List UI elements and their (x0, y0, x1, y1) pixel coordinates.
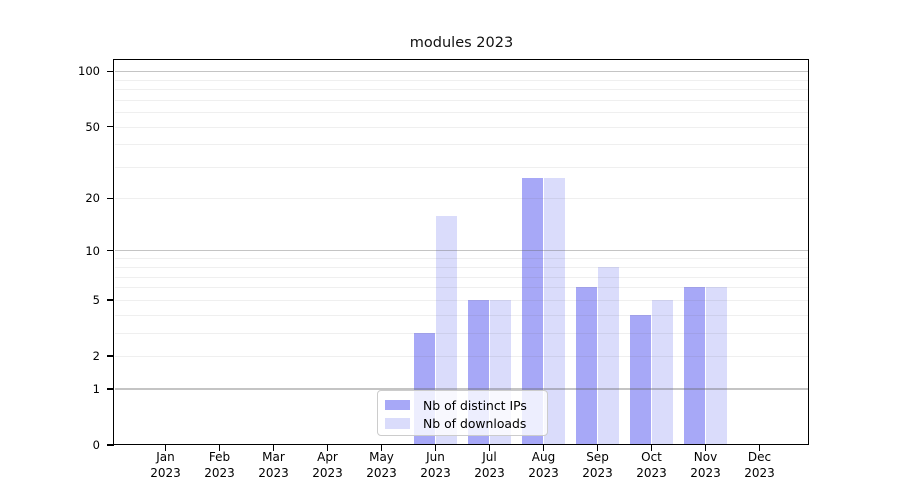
x-tick-year: 2023 (258, 465, 289, 480)
y-tick-label: 100 (78, 64, 100, 79)
y-tick (107, 355, 114, 357)
x-tick-label: May 2023 (354, 450, 410, 481)
x-tick-year: 2023 (150, 465, 181, 480)
legend: Nb of distinct IPs Nb of downloads (377, 390, 548, 436)
x-tick-month: Sep (586, 450, 609, 464)
x-tick (596, 445, 599, 451)
x-tick (704, 445, 707, 451)
x-tick-year: 2023 (474, 465, 505, 480)
bar-downloads (651, 299, 673, 445)
y-tick (107, 444, 114, 446)
x-tick (380, 445, 383, 451)
legend-label: Nb of distinct IPs (423, 397, 527, 413)
x-tick-year: 2023 (528, 465, 559, 480)
x-tick-month: May (369, 450, 394, 464)
legend-item: Nb of downloads (385, 416, 547, 432)
gridline-minor (115, 198, 808, 200)
bar-distinct-ips (629, 314, 651, 445)
gridline-minor (115, 144, 808, 146)
x-tick-month: Feb (208, 450, 231, 464)
legend-item: Nb of distinct IPs (385, 397, 547, 413)
x-tick-label: Dec 2023 (732, 450, 788, 481)
legend-label: Nb of downloads (423, 416, 527, 431)
legend-swatch-downloads (385, 418, 410, 429)
gridline-minor (115, 267, 808, 269)
y-tick-label: 1 (92, 381, 100, 396)
x-tick-year: 2023 (204, 465, 235, 480)
bar-distinct-ips (683, 287, 705, 445)
gridline-minor (115, 99, 808, 101)
x-tick-month: Mar (262, 450, 285, 464)
bar-downloads (705, 287, 727, 445)
bar-distinct-ips (521, 178, 543, 445)
x-tick-month: Jun (426, 450, 445, 464)
gridline-minor (115, 276, 808, 278)
bar-downloads (543, 178, 565, 445)
x-tick (326, 445, 329, 451)
y-tick-label: 2 (92, 349, 100, 363)
bar-distinct-ips (575, 287, 597, 445)
x-tick-label: Jan 2023 (138, 450, 194, 481)
x-tick-label: Sep 2023 (570, 450, 626, 481)
y-tick (107, 388, 114, 390)
gridline-major (115, 250, 808, 252)
x-tick-label: Jun 2023 (408, 450, 464, 481)
x-tick (434, 445, 437, 451)
x-tick-label: Jul 2023 (462, 450, 518, 481)
y-tick-label: 5 (92, 292, 100, 307)
x-tick-year: 2023 (690, 465, 721, 480)
x-tick (164, 445, 167, 451)
y-tick (107, 125, 114, 128)
x-tick (758, 445, 761, 451)
bar-downloads (597, 267, 619, 445)
x-tick (488, 445, 491, 451)
y-tick-label: 0 (92, 438, 100, 452)
gridline-minor (115, 79, 808, 81)
y-tick (107, 250, 114, 252)
gridline-minor (115, 126, 808, 128)
y-tick (107, 70, 114, 72)
x-tick-month: Jan (156, 450, 175, 464)
x-tick-month: Apr (317, 450, 338, 464)
y-tick (107, 299, 114, 301)
x-tick-year: 2023 (636, 465, 667, 480)
x-tick (272, 445, 275, 451)
x-tick-label: Apr 2023 (300, 450, 356, 481)
x-tick-month: Dec (747, 450, 772, 464)
x-tick-year: 2023 (582, 465, 613, 480)
x-tick (218, 445, 221, 451)
x-tick-month: Nov (693, 450, 718, 464)
gridline-minor (115, 166, 808, 168)
x-tick (650, 445, 653, 451)
x-tick-month: Aug (531, 450, 556, 464)
y-tick-label: 20 (85, 191, 100, 206)
y-tick (107, 197, 114, 200)
x-tick-year: 2023 (420, 465, 451, 480)
x-tick-label: Feb 2023 (192, 450, 248, 481)
gridline-major (115, 70, 808, 72)
bar-downloads (435, 215, 457, 445)
x-tick-year: 2023 (312, 465, 343, 480)
x-tick-year: 2023 (744, 465, 775, 480)
x-tick-month: Jul (482, 450, 497, 464)
legend-swatch-distinct-ips (385, 399, 410, 411)
y-tick-label: 10 (85, 243, 100, 258)
chart-title: modules 2023 (409, 35, 514, 51)
gridline-minor (115, 258, 808, 260)
y-tick-label: 50 (85, 119, 100, 134)
x-tick-label: Oct 2023 (624, 450, 680, 481)
x-tick (542, 445, 545, 451)
x-tick-label: Mar 2023 (246, 450, 302, 481)
x-tick-label: Aug 2023 (516, 450, 572, 481)
gridline-minor (115, 112, 808, 114)
x-tick-month: Oct (641, 450, 662, 464)
x-tick-year: 2023 (366, 465, 397, 480)
x-tick-label: Nov 2023 (678, 450, 734, 481)
gridline-minor (115, 89, 808, 91)
